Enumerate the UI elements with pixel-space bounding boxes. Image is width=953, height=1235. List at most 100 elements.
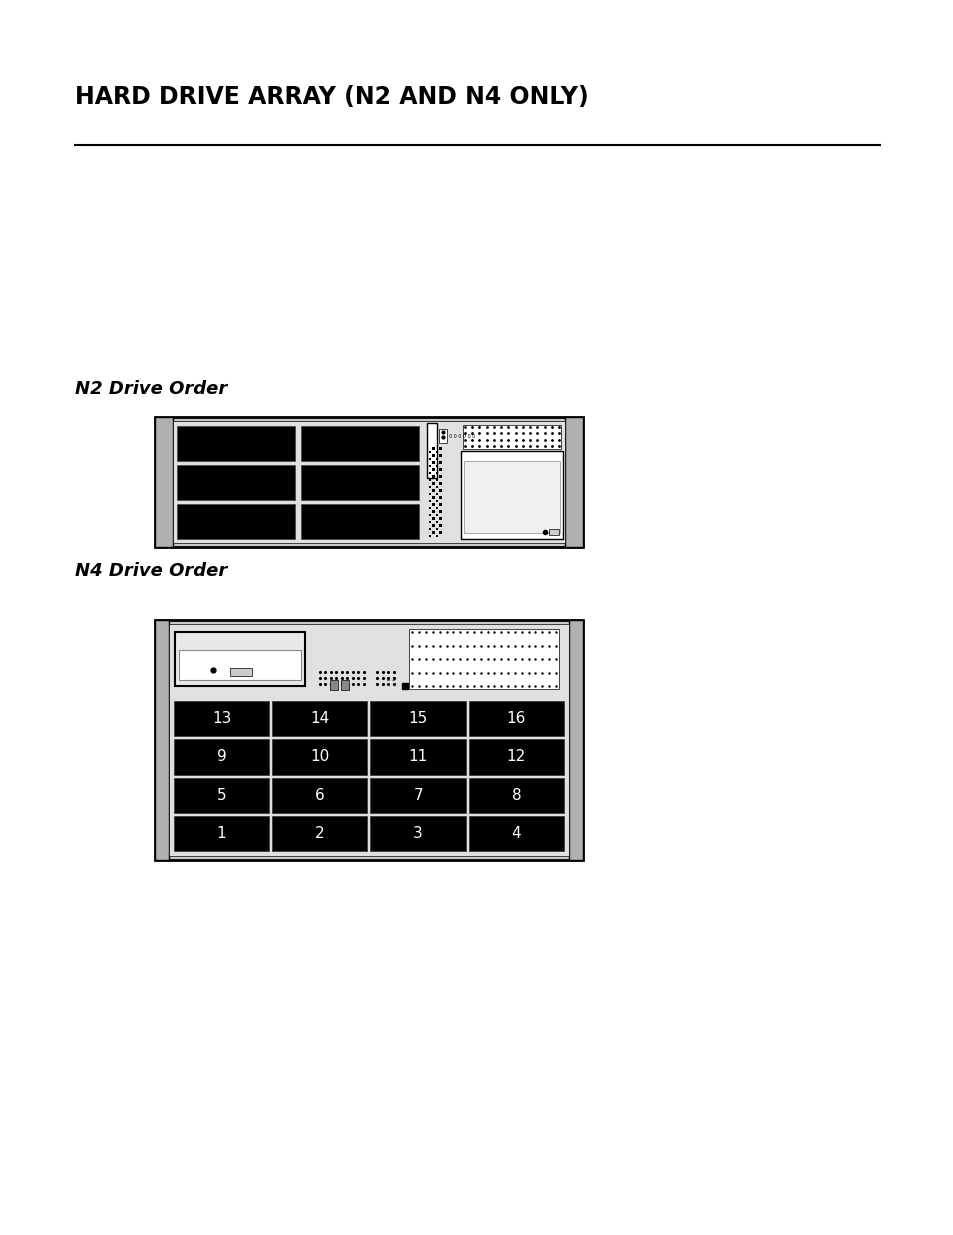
Bar xyxy=(172,421,564,543)
Bar xyxy=(432,524,435,526)
Bar xyxy=(460,451,562,538)
Bar xyxy=(548,529,558,535)
Bar xyxy=(154,620,169,860)
Bar xyxy=(272,740,367,774)
Text: 11: 11 xyxy=(408,750,427,764)
Bar xyxy=(173,740,269,774)
Bar xyxy=(154,417,582,547)
Bar xyxy=(439,489,441,492)
Bar xyxy=(432,489,435,492)
Bar xyxy=(439,461,441,463)
Bar xyxy=(173,778,269,813)
Text: 13: 13 xyxy=(212,711,231,726)
Text: 0 0 0 0 0 0: 0 0 0 0 0 0 xyxy=(449,433,475,438)
Bar xyxy=(429,472,431,474)
Bar xyxy=(432,510,435,513)
Bar xyxy=(436,493,438,495)
Bar xyxy=(463,461,559,534)
Bar xyxy=(370,740,465,774)
Bar xyxy=(370,778,465,813)
Bar xyxy=(439,454,441,457)
Bar xyxy=(174,632,305,685)
Bar xyxy=(432,517,435,520)
Bar xyxy=(438,429,447,443)
Text: N2 Drive Order: N2 Drive Order xyxy=(75,380,227,398)
Bar xyxy=(340,680,349,690)
Bar xyxy=(429,478,431,480)
Bar xyxy=(301,464,418,499)
Bar xyxy=(436,506,438,509)
Bar xyxy=(301,426,418,461)
Text: 3: 3 xyxy=(413,826,422,841)
Text: 1: 1 xyxy=(216,826,226,841)
Text: HARD DRIVE ARRAY (N2 AND N4 ONLY): HARD DRIVE ARRAY (N2 AND N4 ONLY) xyxy=(75,85,588,109)
Bar xyxy=(436,451,438,453)
Bar xyxy=(429,451,431,453)
Bar xyxy=(409,629,558,689)
Bar xyxy=(439,496,441,499)
Bar xyxy=(429,457,431,459)
Bar xyxy=(564,417,582,547)
Text: 16: 16 xyxy=(506,711,525,726)
Bar xyxy=(432,503,435,505)
Bar xyxy=(429,506,431,509)
Bar xyxy=(432,447,435,450)
Bar xyxy=(272,778,367,813)
Text: 5: 5 xyxy=(216,788,226,803)
Bar xyxy=(173,816,269,851)
Bar xyxy=(330,680,337,690)
Bar xyxy=(436,457,438,459)
Bar xyxy=(432,454,435,457)
Bar xyxy=(436,520,438,522)
Bar xyxy=(429,514,431,516)
Bar xyxy=(272,816,367,851)
Bar xyxy=(154,620,582,860)
Bar xyxy=(429,535,431,537)
Bar xyxy=(154,417,172,547)
Text: 14: 14 xyxy=(310,711,329,726)
Bar xyxy=(439,531,441,534)
Bar xyxy=(439,524,441,526)
Bar xyxy=(230,667,252,676)
Bar xyxy=(427,424,436,478)
Text: 6: 6 xyxy=(314,788,324,803)
Bar xyxy=(462,425,560,450)
Bar xyxy=(179,651,301,680)
Bar xyxy=(432,531,435,534)
Bar xyxy=(468,816,563,851)
Bar xyxy=(436,464,438,467)
Bar xyxy=(429,464,431,467)
Bar xyxy=(439,475,441,478)
Bar xyxy=(436,472,438,474)
Text: 2: 2 xyxy=(314,826,324,841)
Bar xyxy=(439,447,441,450)
Text: 8: 8 xyxy=(511,788,520,803)
Bar xyxy=(436,485,438,488)
Bar xyxy=(436,535,438,537)
Bar xyxy=(429,527,431,530)
Bar xyxy=(432,482,435,484)
Bar xyxy=(436,527,438,530)
Bar xyxy=(432,475,435,478)
Bar xyxy=(429,493,431,495)
Text: 9: 9 xyxy=(216,750,226,764)
Bar xyxy=(468,740,563,774)
Bar xyxy=(439,503,441,505)
Bar xyxy=(177,504,294,538)
Bar xyxy=(439,510,441,513)
Text: 4: 4 xyxy=(511,826,520,841)
Bar xyxy=(439,482,441,484)
Bar xyxy=(436,499,438,501)
Text: N4 Drive Order: N4 Drive Order xyxy=(75,562,227,580)
Bar xyxy=(429,520,431,522)
Bar xyxy=(436,478,438,480)
Bar xyxy=(173,701,269,736)
Text: 7: 7 xyxy=(413,788,422,803)
Bar xyxy=(429,499,431,501)
Text: 15: 15 xyxy=(408,711,427,726)
Bar xyxy=(177,426,294,461)
Bar xyxy=(439,517,441,520)
Text: 2 2: 2 2 xyxy=(387,677,395,682)
Bar xyxy=(436,514,438,516)
Bar xyxy=(370,701,465,736)
